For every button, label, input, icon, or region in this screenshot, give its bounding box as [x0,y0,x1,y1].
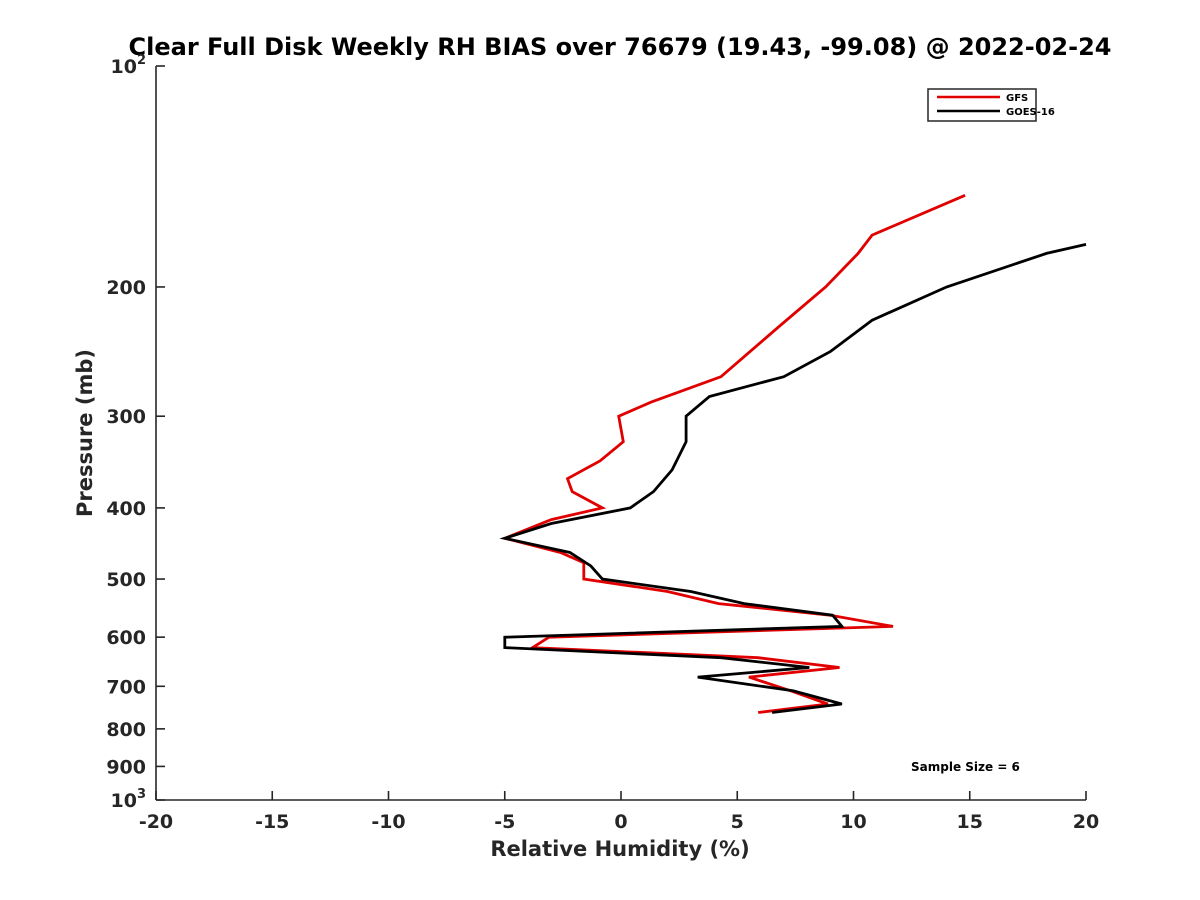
y-tick-label: 700 [106,676,146,698]
x-tick-label: 15 [957,811,983,833]
y-tick-label: 300 [106,406,146,428]
chart-title: Clear Full Disk Weekly RH BIAS over 7667… [129,33,1112,61]
y-axis-label: Pressure (mb) [73,349,97,517]
x-tick-label: 10 [840,811,866,833]
x-tick-label: -20 [139,811,173,833]
x-tick-label: 20 [1073,811,1099,833]
x-axis-label: Relative Humidity (%) [490,837,749,861]
y-tick-label: 900 [106,756,146,778]
y-tick-label: 500 [106,569,146,591]
series-line-goes16 [499,243,1087,714]
x-tick-label: 0 [614,811,627,833]
legend-label-gfs: GFS [1006,93,1028,104]
y-tick-label: 102 [111,53,147,78]
y-tick-label: 200 [106,277,146,299]
y-tick-label: 800 [106,719,146,741]
plot-area: -20 -15 -10 -5 0 5 10 15 20 102 200 300 400 500 600 700… [106,53,1099,833]
x-tick-label: -15 [255,811,289,833]
y-tick-label: 103 [111,787,147,812]
legend: GFS GOES-16 [927,88,1055,122]
x-tick-label: 5 [731,811,744,833]
legend-label-goes16: GOES-16 [1006,107,1055,118]
sample-size-annotation: Sample Size = 6 [911,760,1020,774]
x-tick-label: -10 [371,811,405,833]
y-tick-label: 400 [106,498,146,520]
x-tick-label: -5 [494,811,515,833]
legend-box [927,88,1037,122]
y-tick-label: 600 [106,627,146,649]
